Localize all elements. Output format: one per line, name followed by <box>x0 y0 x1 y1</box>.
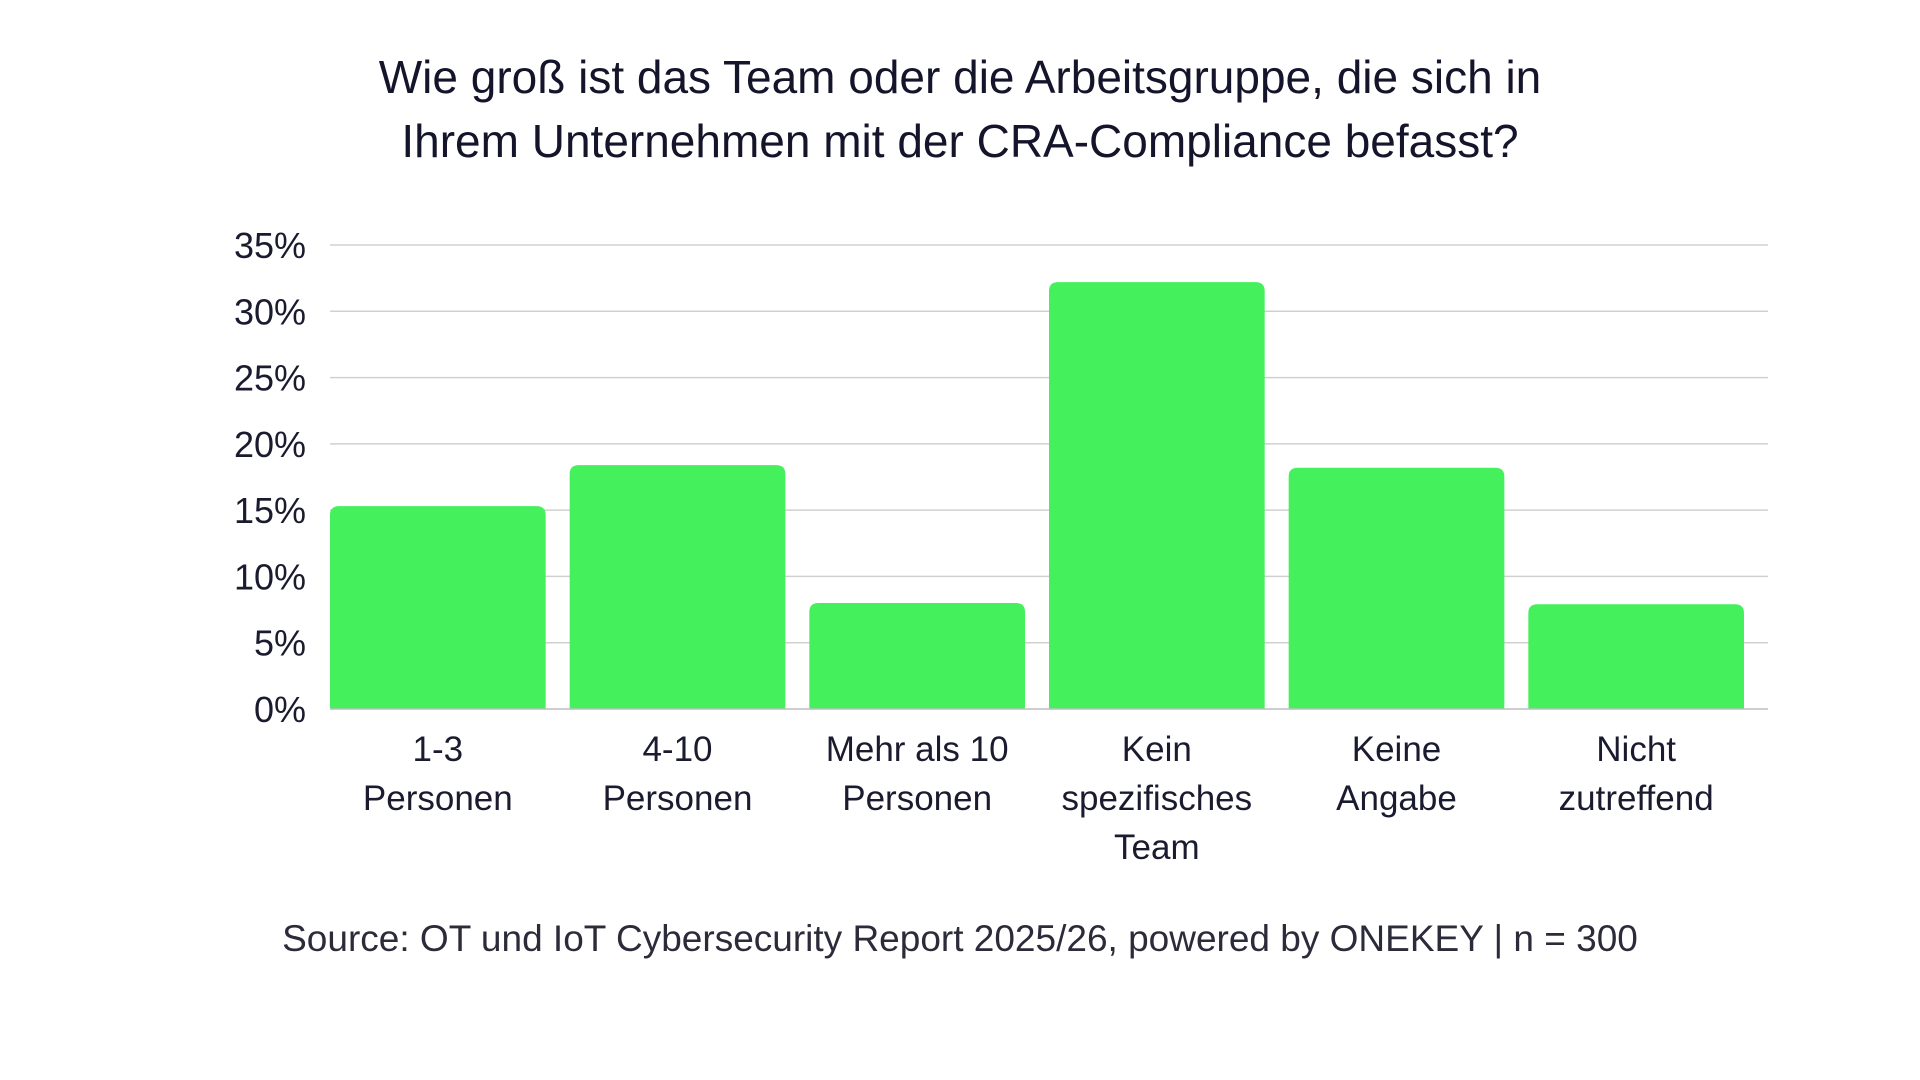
chart-title-line-1: Wie groß ist das Team oder die Arbeitsgr… <box>378 51 1542 103</box>
x-tick-label: Personen <box>603 779 753 818</box>
x-tick-label: 4-10 <box>642 730 712 769</box>
x-tick-label: Angabe <box>1336 779 1457 818</box>
bar <box>809 602 1025 709</box>
x-tick-label: Personen <box>363 779 513 818</box>
x-tick-label: Mehr als 10 <box>826 730 1009 769</box>
y-tick-label: 10% <box>234 556 306 597</box>
y-tick-label: 0% <box>254 689 306 730</box>
x-tick-label: spezifisches <box>1062 779 1253 818</box>
x-tick-label: zutreffend <box>1559 779 1714 818</box>
y-tick-label: 15% <box>234 490 306 531</box>
x-tick-label: Keine <box>1352 730 1442 769</box>
x-tick-label: Team <box>1114 828 1200 867</box>
bar <box>1288 467 1505 709</box>
y-tick-label: 30% <box>234 291 306 332</box>
bar <box>569 465 786 709</box>
bar <box>330 506 546 709</box>
x-tick-label: 1-3 <box>413 730 464 769</box>
y-tick-label: 5% <box>254 623 306 664</box>
chart-title-line-2: Ihrem Unternehmen mit der CRA-Compliance… <box>401 115 1519 167</box>
bar <box>1049 282 1265 709</box>
chart-title: Wie groß ist das Team oder die Arbeitsgr… <box>0 45 1920 173</box>
x-tick-label: Kein <box>1122 730 1192 769</box>
x-tick-label: Personen <box>842 779 992 818</box>
y-tick-label: 20% <box>234 424 306 465</box>
y-tick-label: 35% <box>234 225 306 266</box>
bar <box>1528 604 1744 709</box>
source-note: Source: OT und IoT Cybersecurity Report … <box>282 918 1638 959</box>
x-tick-label: Nicht <box>1596 730 1676 769</box>
y-tick-label: 25% <box>234 358 306 399</box>
